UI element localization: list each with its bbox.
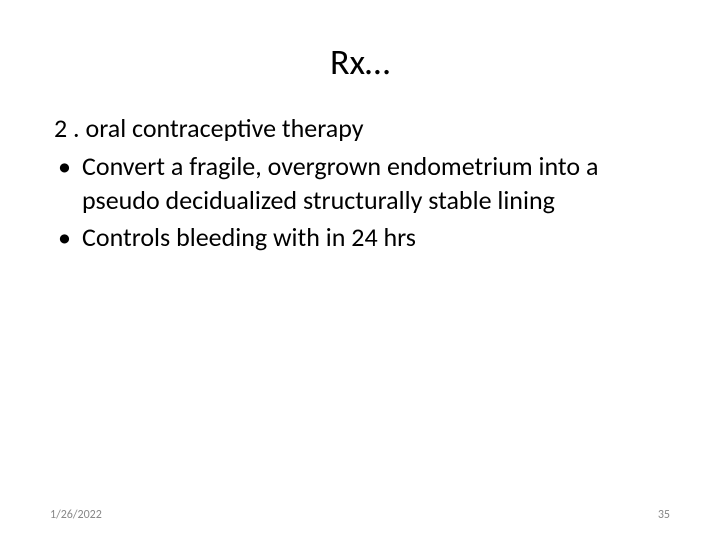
bullet-list: Convert a fragile, overgrown endometrium… (54, 150, 670, 255)
slide-container: Rx… 2 . oral contraceptive therapy Conve… (0, 0, 720, 540)
list-item: Controls bleeding with in 24 hrs (54, 221, 670, 255)
footer-date: 1/26/2022 (50, 508, 102, 522)
footer-page-number: 35 (658, 508, 670, 522)
slide-content: 2 . oral contraceptive therapy Convert a… (50, 112, 670, 255)
list-item: Convert a fragile, overgrown endometrium… (54, 150, 670, 218)
slide-title: Rx… (50, 40, 670, 84)
content-heading: 2 . oral contraceptive therapy (54, 112, 670, 146)
slide-footer: 1/26/2022 35 (50, 508, 670, 522)
